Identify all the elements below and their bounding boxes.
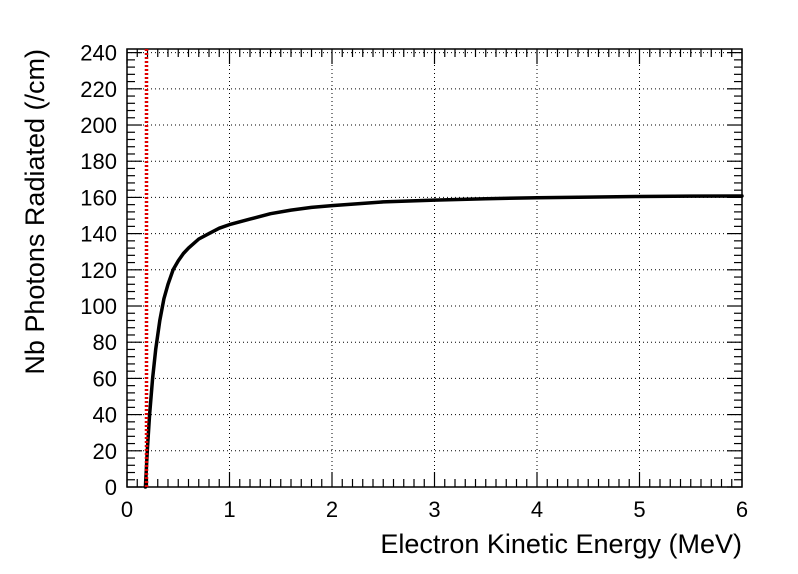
x-tick-label: 6 (736, 497, 748, 522)
y-tick-label: 180 (80, 149, 117, 174)
y-tick-label: 40 (93, 403, 117, 428)
y-tick-label: 20 (93, 439, 117, 464)
x-axis-label: Electron Kinetic Energy (MeV) (380, 529, 742, 559)
y-tick-label: 220 (80, 77, 117, 102)
grid (127, 49, 742, 487)
x-tick-label: 5 (633, 497, 645, 522)
x-tick-label: 3 (428, 497, 440, 522)
x-tick-label: 1 (223, 497, 235, 522)
y-tick-label: 160 (80, 185, 117, 210)
y-tick-label: 60 (93, 366, 117, 391)
y-tick-label: 140 (80, 222, 117, 247)
y-tick-label: 200 (80, 113, 117, 138)
y-tick-label: 80 (93, 330, 117, 355)
axis-ticks (126, 49, 743, 488)
y-tick-label: 120 (80, 258, 117, 283)
y-tick-label: 240 (80, 41, 117, 66)
x-tick-label: 4 (531, 497, 543, 522)
series-layer (143, 49, 744, 489)
x-tick-label: 0 (121, 497, 133, 522)
x-tick-label: 2 (326, 497, 338, 522)
y-axis-label: Nb Photons Radiated (/cm) (20, 49, 50, 375)
y-tick-label: 100 (80, 294, 117, 319)
series-line-photons (143, 194, 744, 489)
y-tick-label: 0 (105, 475, 117, 500)
